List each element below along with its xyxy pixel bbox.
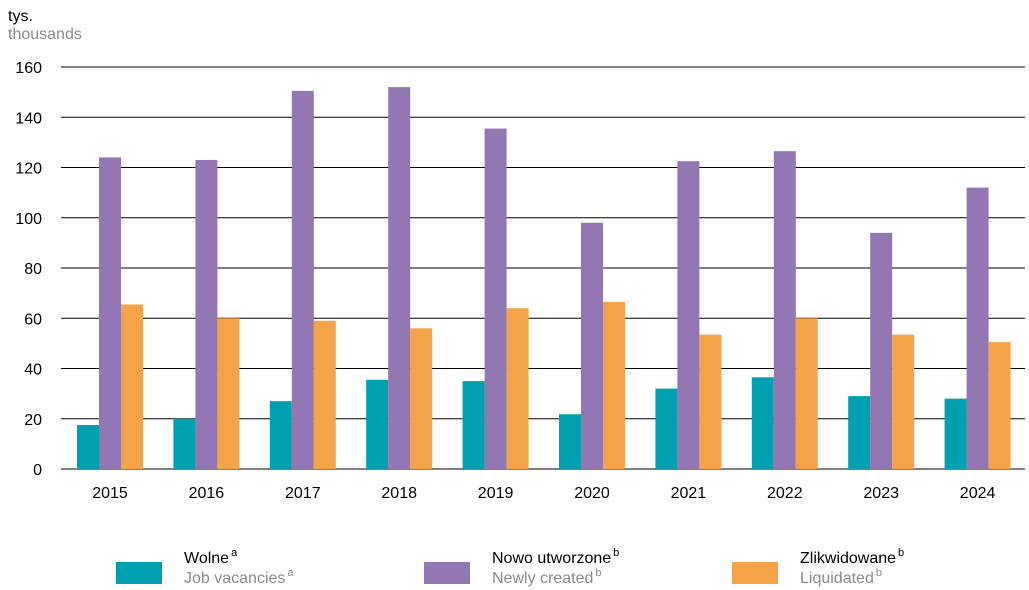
bar — [581, 222, 603, 469]
legend-label-pl: Nowo utworzone — [492, 550, 612, 567]
bar — [366, 379, 389, 469]
x-tick-label: 2016 — [189, 485, 225, 502]
legend-swatch-zlikwidowane — [732, 562, 778, 584]
bar — [217, 318, 240, 469]
bar — [966, 187, 989, 469]
y-tick-label: 60 — [24, 311, 42, 328]
unit-label-pl: tys. — [8, 8, 33, 25]
bar — [751, 377, 774, 469]
bar — [773, 151, 796, 469]
bar — [313, 320, 336, 469]
x-tick-label: 2024 — [960, 485, 996, 502]
x-tick-label: 2022 — [767, 485, 803, 502]
bar — [677, 161, 700, 469]
bar — [484, 128, 507, 469]
y-tick-label: 100 — [15, 211, 42, 228]
y-tick-label: 80 — [24, 261, 42, 278]
bar — [848, 396, 871, 469]
y-tick-label: 140 — [15, 110, 42, 127]
bar — [121, 304, 143, 469]
x-tick-label: 2017 — [285, 485, 321, 502]
x-tick-label: 2021 — [671, 485, 707, 502]
y-tick-label: 0 — [33, 462, 42, 479]
bar — [699, 334, 722, 469]
legend-label-en: Job vacancies — [184, 570, 286, 587]
bar — [795, 318, 818, 469]
bar — [77, 425, 99, 469]
bar — [892, 334, 915, 469]
bar — [388, 87, 411, 469]
bar — [291, 90, 314, 470]
x-tick-label: 2015 — [92, 485, 128, 502]
bar — [603, 301, 625, 469]
legend-footnote: b — [898, 547, 905, 559]
legend-footnote: b — [595, 567, 602, 579]
legend-label-pl: Zlikwidowane — [800, 550, 897, 567]
legend-swatch-wolne — [116, 562, 162, 584]
bar — [870, 232, 893, 469]
bar — [944, 398, 967, 469]
y-tick-label: 120 — [15, 161, 42, 178]
x-tick-label: 2020 — [574, 485, 610, 502]
bar — [410, 328, 433, 469]
legend-label-en: Newly created — [492, 570, 594, 587]
legend-label-en: Liquidated — [800, 570, 874, 587]
bar — [99, 157, 121, 469]
bar — [462, 381, 485, 469]
bar — [506, 308, 529, 469]
unit-label-en: thousands — [8, 26, 82, 43]
bar — [173, 418, 196, 469]
y-tick-label: 40 — [24, 362, 42, 379]
legend-footnote: a — [287, 567, 294, 579]
x-tick-label: 2018 — [381, 485, 417, 502]
bar — [195, 159, 218, 469]
y-tick-label: 160 — [15, 60, 42, 77]
legend-footnote: b — [613, 547, 620, 559]
legend-swatch-nowo-utworzone — [424, 562, 470, 584]
bar — [559, 414, 581, 469]
legend-footnote: a — [231, 547, 238, 559]
legend-label-pl: Wolne — [184, 550, 230, 567]
bar — [269, 401, 292, 469]
bar — [988, 342, 1011, 469]
x-tick-label: 2019 — [478, 485, 514, 502]
bar — [655, 388, 678, 469]
x-tick-label: 2023 — [863, 485, 899, 502]
y-tick-label: 20 — [24, 412, 42, 429]
legend-footnote: b — [875, 567, 882, 579]
bar-chart: 0 20 40 60 80 100 120 140 160 2015 2016 2017 2018 201… — [15, 60, 1025, 502]
